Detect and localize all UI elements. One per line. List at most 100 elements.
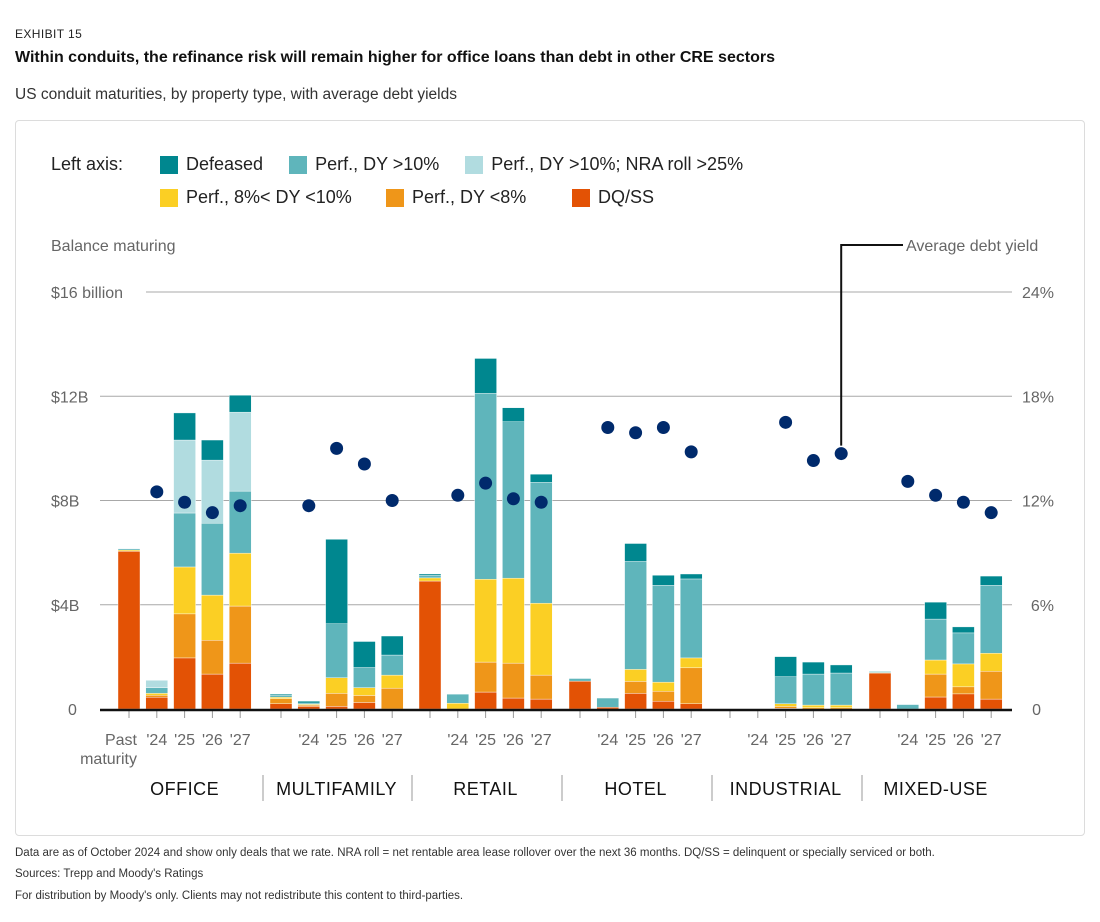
y-tick-label: $4B [51, 598, 79, 615]
bar-segment-defeased [201, 439, 224, 461]
legend-swatch [160, 188, 178, 207]
bars [117, 358, 1003, 710]
bar-segment-perf_gt10 [325, 623, 348, 678]
y2-tick-label: 24% [1022, 285, 1054, 302]
legend-label: Defeased [186, 154, 264, 174]
legend-swatch [160, 155, 178, 174]
bar-segment-perf_gt10 [774, 676, 797, 704]
bar-segment-perf_lt8 [269, 698, 293, 704]
debt-yield-dot [506, 492, 520, 506]
bar-segment-perf_lt8 [924, 673, 947, 698]
sources: Sources: Trepp and Moody's Ratings [15, 868, 204, 880]
bar-segment-perf_lt8 [325, 693, 348, 707]
x-period-label: '26 [354, 732, 375, 749]
bar-segment-perf_gt10 [652, 585, 675, 683]
bar-segment-perf_8_10 [502, 577, 525, 664]
debt-yield-dot [834, 447, 848, 461]
bar-segment-dqss [474, 691, 497, 710]
y-tick-label: $16 billion [51, 285, 123, 302]
legend-swatch [465, 155, 484, 174]
legend: Left axis: Defeased Perf., DY >10% Perf.… [51, 152, 769, 218]
bar-segment-perf_8_10 [924, 659, 947, 675]
bar-segment-dqss [201, 673, 224, 710]
legend-row-1: Left axis: Defeased Perf., DY >10% Perf.… [51, 152, 769, 177]
bar-segment-perf_gt10 [896, 704, 919, 710]
bar-segment-perf_gt10 [145, 687, 169, 694]
debt-yield-dot [205, 506, 219, 520]
bar-segment-perf_8_10 [952, 663, 975, 688]
y2-tick-label: 6% [1031, 598, 1054, 615]
debt-yield-dot [150, 485, 164, 499]
x-period-label: maturity [80, 751, 137, 768]
x-period-label: '27 [531, 732, 552, 749]
bar-segment-defeased [297, 700, 320, 704]
debt-yield-dot [601, 421, 615, 435]
bar-segment-perf_gt10 [868, 671, 892, 673]
legend-item-perf-gt10: Perf., DY >10% [289, 154, 439, 175]
bar-segment-defeased [980, 575, 1003, 586]
bar-segment-defeased [474, 358, 497, 394]
bar-segment-perf_8_10 [830, 704, 853, 708]
bar-segment-perf_8_10 [624, 669, 647, 682]
legend-label: DQ/SS [598, 187, 655, 207]
bar-segment-perf_lt8 [502, 662, 525, 699]
legend-item-perf-gt10-nra: Perf., DY >10%; NRA roll >25% [465, 154, 743, 175]
x-category-label: MIXED-USE [883, 779, 988, 799]
bar-segment-dqss [596, 706, 619, 710]
legend-item-perf-lt8: Perf., DY <8% [386, 187, 572, 208]
bar-segment-perf_lt8 [228, 605, 252, 664]
annotation-leader-line [840, 244, 903, 446]
bar-segment-perf_gt10 [830, 672, 853, 706]
distribution-note: For distribution by Moody's only. Client… [15, 890, 464, 902]
x-period-label: '25 [475, 732, 496, 749]
bar-segment-perf_8_10 [201, 594, 224, 641]
legend-item-defeased: Defeased [160, 154, 263, 175]
bar-segment-perf_gt10 [117, 548, 141, 551]
legend-label: Perf., DY >10%; NRA roll >25% [491, 154, 744, 174]
bar-segment-perf_lt8 [680, 667, 703, 704]
legend-lead: Left axis: [51, 154, 124, 174]
bar-segment-perf_lt8 [381, 687, 404, 710]
bar-segment-perf_lt8 [652, 691, 675, 702]
y-tick-label: $8B [51, 494, 79, 511]
debt-yield-dot [779, 415, 793, 429]
bar-segment-dqss [325, 706, 348, 710]
bar-segment-perf_gt10 [980, 585, 1003, 654]
debt-yield-dot [806, 454, 820, 468]
bar-segment-dqss [924, 696, 947, 710]
x-period-label: '24 [298, 732, 319, 749]
bar-segment-perf_8_10 [446, 703, 469, 710]
bar-segment-perf_8_10 [980, 653, 1003, 672]
bar-segment-dqss [173, 657, 196, 710]
y2-tick-label: 12% [1022, 494, 1054, 511]
debt-yield-dot [956, 495, 970, 509]
x-period-label: '26 [503, 732, 524, 749]
bar-segment-perf_gt10 [353, 667, 376, 688]
bar-segment-perf_lt8 [145, 694, 169, 698]
bar-segment-perf_lt8 [774, 706, 797, 709]
debt-yield-dot [479, 476, 493, 490]
bar-segment-perf_lt8 [530, 674, 553, 700]
bar-segment-perf_gt10 [802, 673, 825, 706]
debt-yield-dot [357, 457, 371, 471]
bar-segment-perf_gt10 [418, 575, 442, 579]
bar-segment-defeased [802, 661, 825, 675]
y-tick-label: 0 [68, 702, 77, 719]
bar-segment-dqss [228, 662, 252, 710]
y2-tick-label: 18% [1022, 389, 1054, 406]
debt-yield-dot [929, 488, 943, 502]
bar-segment-defeased [228, 395, 252, 413]
legend-label: Perf., 8%< DY <10% [186, 187, 352, 207]
bar-segment-defeased [774, 656, 797, 677]
bar-segment-perf_gt10 [446, 693, 469, 704]
bar-segment-perf_lt8 [980, 671, 1003, 700]
bar-segment-dqss [530, 698, 553, 710]
debt-yield-dot [385, 494, 399, 507]
bar-segment-perf_gt10 [568, 678, 592, 682]
bar-segment-perf_lt8 [474, 661, 497, 693]
x-period-label: '27 [981, 732, 1002, 749]
bar-segment-defeased [952, 626, 975, 634]
debt-yield-dot [984, 506, 998, 520]
bar-segment-perf_8_10 [228, 552, 252, 607]
